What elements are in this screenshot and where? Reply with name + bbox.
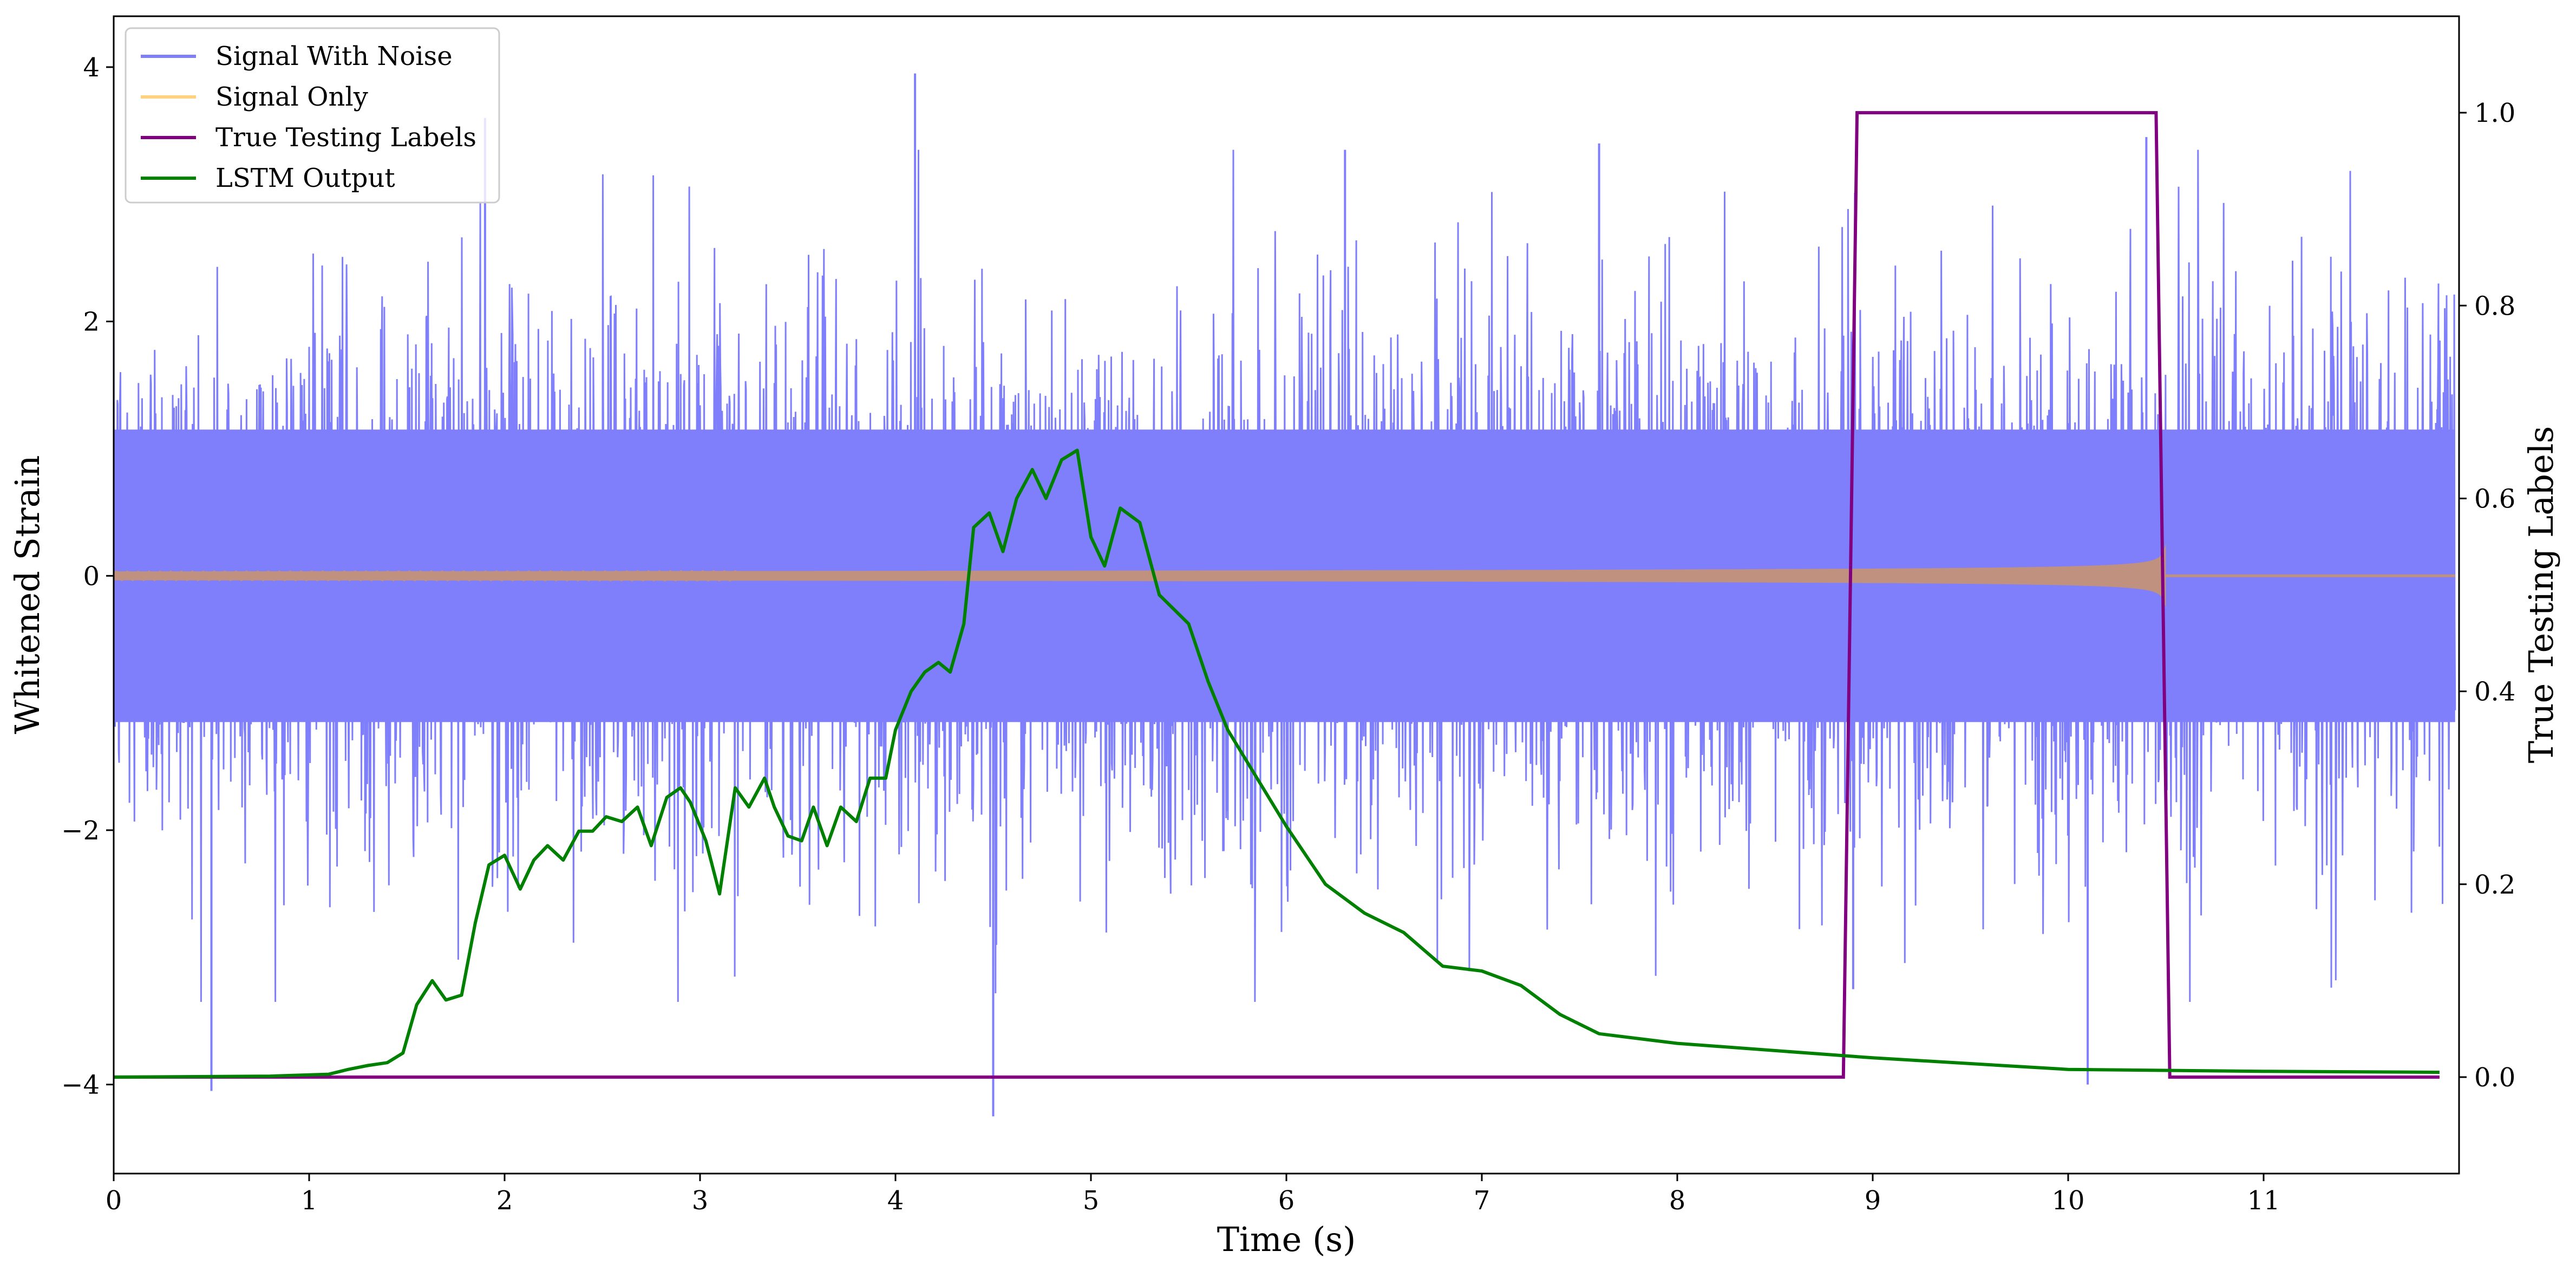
plot-area — [114, 73, 2456, 1117]
legend-entry-label: LSTM Output — [215, 163, 395, 193]
signal-only-wave — [114, 570, 740, 582]
x-tick-label: 5 — [1083, 1185, 1100, 1216]
y-tick-label-left: −2 — [61, 816, 100, 846]
x-tick-label: 8 — [1669, 1185, 1686, 1216]
signal-only-series — [114, 544, 2455, 608]
legend: Signal With Noise Signal Only True Testing… — [125, 27, 500, 204]
y-tick-label-right: 0.8 — [2474, 291, 2515, 321]
lstm-output-series — [114, 448, 2440, 1079]
legend-box — [125, 27, 500, 204]
y-tick-label-right: 0.4 — [2474, 677, 2515, 707]
x-tick-label: 9 — [1865, 1185, 1881, 1216]
x-tick-label: 3 — [692, 1185, 709, 1216]
true-testing-labels-line — [114, 111, 2440, 1079]
x-tick-label: 0 — [106, 1185, 122, 1216]
y-tick-label-right: 1.0 — [2474, 98, 2515, 128]
x-tick-label: 4 — [887, 1185, 904, 1216]
x-axis-label: Time (s) — [1217, 1220, 1356, 1259]
y-tick-label-right: 0.0 — [2474, 1063, 2515, 1093]
x-tick-label: 6 — [1278, 1185, 1295, 1216]
y-tick-label-right: 0.2 — [2474, 870, 2515, 900]
y-tick-label-left: −4 — [61, 1070, 100, 1100]
x-tick-label: 7 — [1474, 1185, 1490, 1216]
x-tick-label: 2 — [496, 1185, 513, 1216]
x-tick-label: 11 — [2247, 1185, 2280, 1216]
y-tick-label-left: 0 — [83, 561, 100, 591]
x-tick-label: 1 — [301, 1185, 318, 1216]
legend-entry-label: Signal With Noise — [215, 41, 453, 71]
y-tick-label-right: 0.6 — [2474, 484, 2515, 514]
lstm-output-line — [114, 448, 2440, 1079]
y-tick-label-left: 2 — [83, 307, 100, 337]
y-tick-label-left: 4 — [83, 53, 100, 83]
y-axis-label-right: True Testing Labels — [2521, 426, 2561, 764]
ticks: 0 1 2 3 4 5 6 7 8 9 10 11 −4 −2 0 2 4 0.0 0.2 0.4 0.6 0.8 1.0 — [61, 53, 2515, 1216]
y-axis-label-left: Whitened Strain — [8, 455, 47, 734]
true-testing-labels-series — [114, 111, 2440, 1079]
x-tick-label: 10 — [2051, 1185, 2084, 1216]
signal-only-envelope — [114, 544, 2166, 608]
axis-labels: Time (s) Whitened Strain True Testing La… — [8, 426, 2561, 1259]
legend-entry-label: Signal Only — [215, 82, 368, 112]
legend-entry-label: True Testing Labels — [215, 122, 476, 153]
